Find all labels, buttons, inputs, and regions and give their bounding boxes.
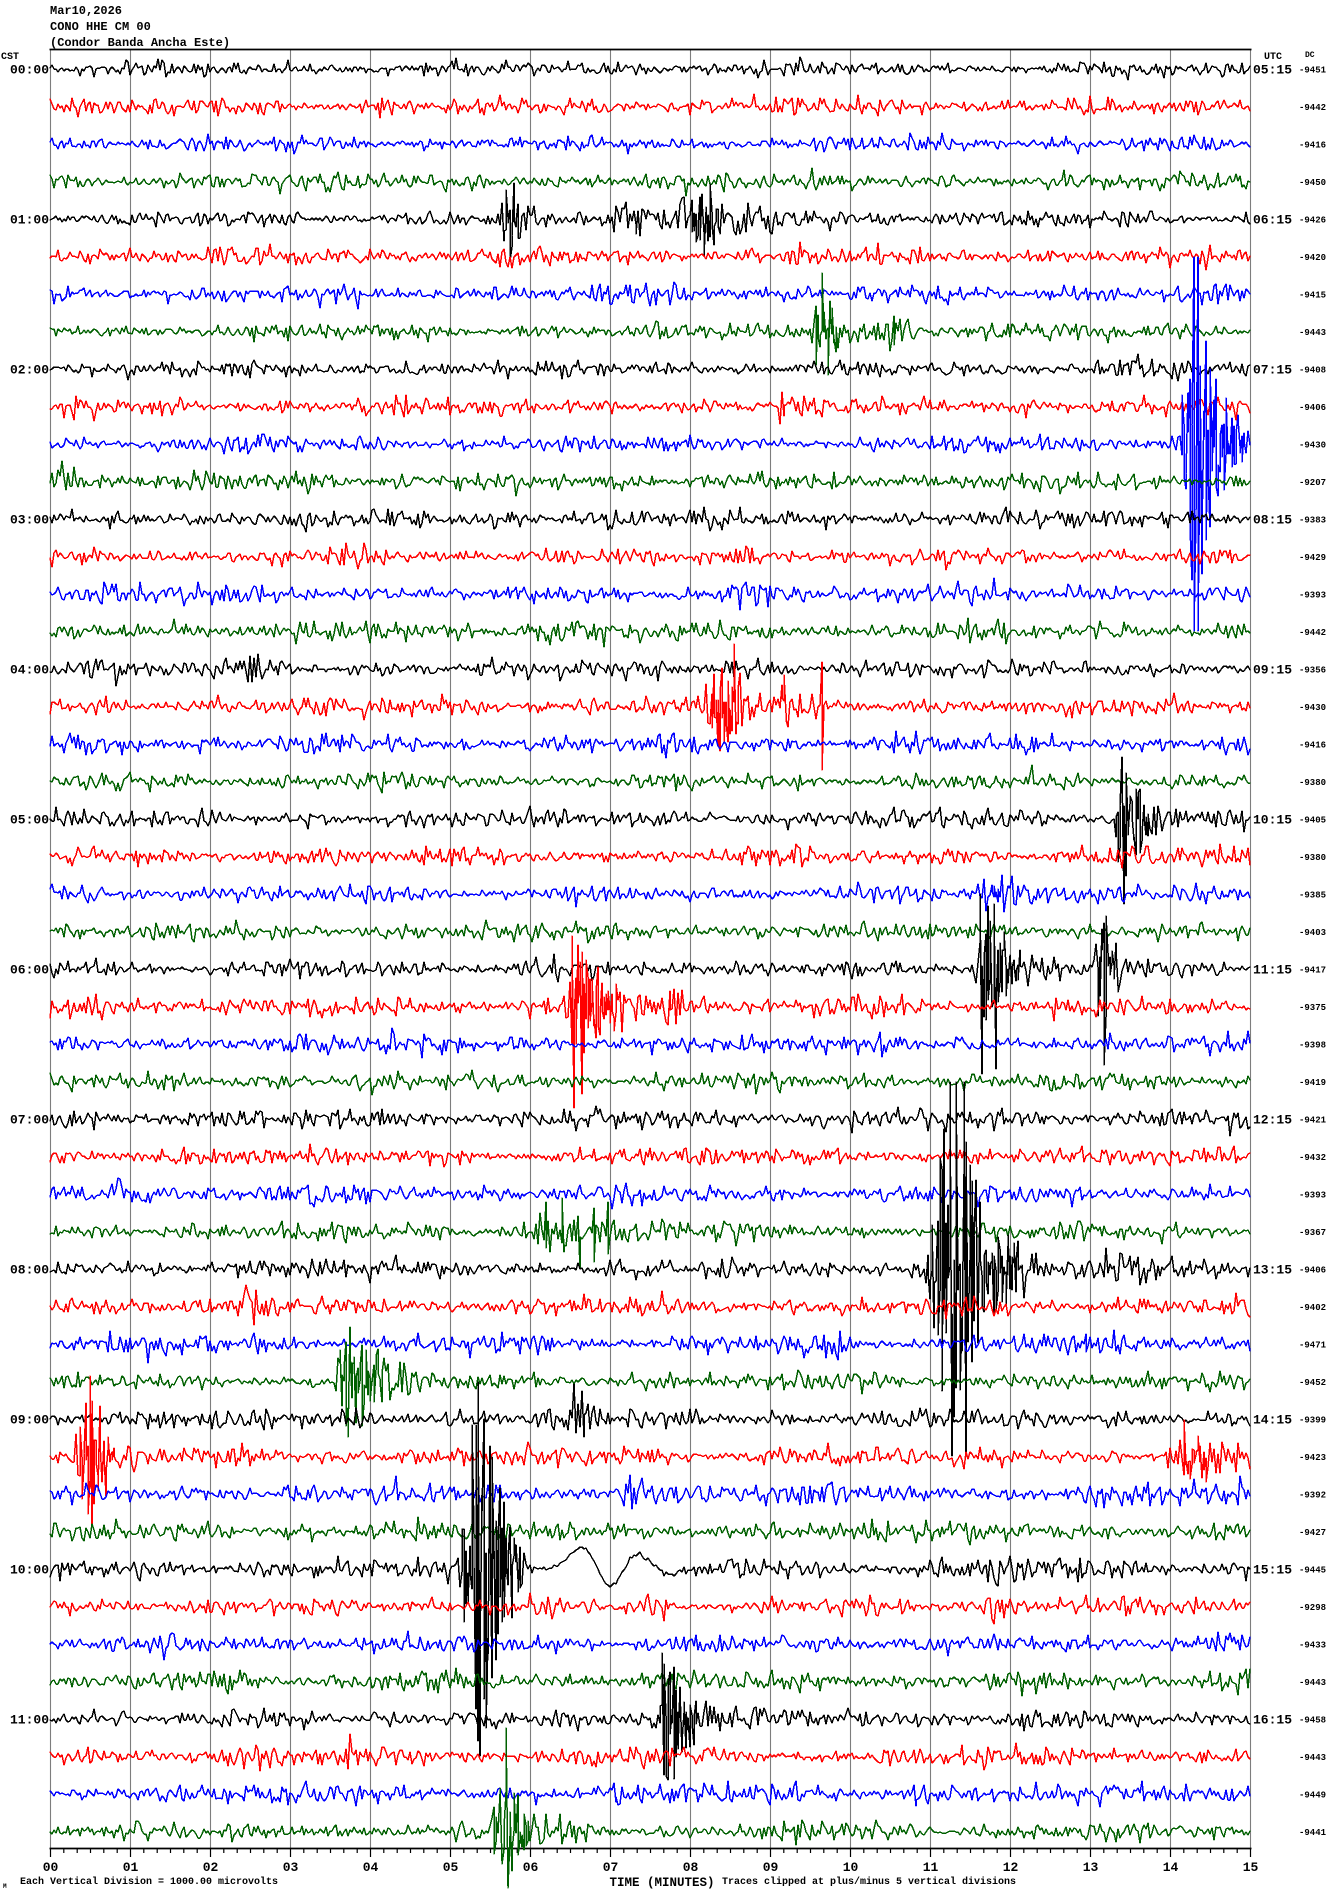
svg-text:06:00: 06:00	[10, 963, 49, 978]
svg-text:13:15: 13:15	[1253, 1263, 1292, 1278]
svg-text:TIME (MINUTES): TIME (MINUTES)	[609, 1876, 714, 1890]
svg-text:05:00: 05:00	[10, 813, 49, 828]
svg-text:09: 09	[763, 1860, 779, 1875]
svg-text:-9429: -9429	[1299, 553, 1326, 563]
svg-text:06:15: 06:15	[1253, 213, 1292, 228]
svg-text:-9405: -9405	[1299, 816, 1326, 826]
svg-text:-9430: -9430	[1299, 441, 1326, 451]
svg-text:-9383: -9383	[1299, 516, 1326, 526]
svg-text:-9430: -9430	[1299, 703, 1326, 713]
svg-text:08:15: 08:15	[1253, 513, 1292, 528]
svg-text:12: 12	[1003, 1860, 1019, 1875]
svg-text:-9402: -9402	[1299, 1303, 1326, 1313]
svg-text:14:15: 14:15	[1253, 1413, 1292, 1428]
svg-text:02: 02	[203, 1860, 219, 1875]
svg-text:14: 14	[1163, 1860, 1179, 1875]
svg-text:03: 03	[283, 1860, 299, 1875]
svg-text:13: 13	[1083, 1860, 1099, 1875]
svg-text:-9406: -9406	[1299, 403, 1326, 413]
svg-text:-9398: -9398	[1299, 1041, 1326, 1051]
svg-text:-9423: -9423	[1299, 1453, 1326, 1463]
svg-text:10: 10	[843, 1860, 859, 1875]
svg-text:-9432: -9432	[1299, 1153, 1326, 1163]
svg-text:10:00: 10:00	[10, 1563, 49, 1578]
svg-text:15:15: 15:15	[1253, 1563, 1292, 1578]
svg-text:-9441: -9441	[1299, 1828, 1327, 1838]
svg-text:03:00: 03:00	[10, 513, 49, 528]
svg-text:-9443: -9443	[1299, 1678, 1326, 1688]
svg-text:CST: CST	[1, 52, 19, 63]
svg-text:07: 07	[603, 1860, 619, 1875]
svg-text:-9406: -9406	[1299, 1266, 1326, 1276]
svg-text:-9375: -9375	[1299, 1003, 1326, 1013]
svg-text:-9356: -9356	[1299, 666, 1326, 676]
svg-text:05: 05	[443, 1860, 459, 1875]
svg-text:-9421: -9421	[1299, 1116, 1327, 1126]
svg-text:-9450: -9450	[1299, 178, 1326, 188]
svg-text:Traces clipped at plus/minus 5: Traces clipped at plus/minus 5 vertical …	[722, 1876, 1016, 1888]
svg-text:-9420: -9420	[1299, 253, 1326, 263]
svg-text:09:15: 09:15	[1253, 663, 1292, 678]
svg-text:-9408: -9408	[1299, 366, 1326, 376]
svg-text:-9392: -9392	[1299, 1491, 1326, 1501]
svg-text:01:00: 01:00	[10, 213, 49, 228]
svg-text:-9449: -9449	[1299, 1791, 1326, 1801]
svg-text:04: 04	[363, 1860, 379, 1875]
svg-text:-9367: -9367	[1299, 1228, 1326, 1238]
svg-text:11: 11	[923, 1860, 939, 1875]
svg-text:10:15: 10:15	[1253, 813, 1292, 828]
svg-text:-9442: -9442	[1299, 628, 1326, 638]
svg-text:04:00: 04:00	[10, 663, 49, 678]
svg-text:12:15: 12:15	[1253, 1113, 1292, 1128]
svg-text:07:15: 07:15	[1253, 363, 1292, 378]
svg-text:06: 06	[523, 1860, 539, 1875]
svg-text:-9471: -9471	[1299, 1341, 1327, 1351]
svg-text:Each Vertical Division = 1000.: Each Vertical Division = 1000.00 microvo…	[20, 1876, 278, 1888]
svg-text:-9403: -9403	[1299, 928, 1326, 938]
svg-text:-9458: -9458	[1299, 1716, 1326, 1726]
svg-text:-9380: -9380	[1299, 778, 1326, 788]
svg-text:11:15: 11:15	[1253, 963, 1292, 978]
svg-text:09:00: 09:00	[10, 1413, 49, 1428]
svg-text:-9426: -9426	[1299, 216, 1326, 226]
svg-text:-9393: -9393	[1299, 591, 1326, 601]
svg-text:(Condor Banda Ancha Este): (Condor Banda Ancha Este)	[50, 36, 230, 50]
svg-text:Mar10,2026: Mar10,2026	[50, 4, 122, 18]
svg-text:-9415: -9415	[1299, 291, 1326, 301]
svg-text:07:00: 07:00	[10, 1113, 49, 1128]
svg-text:DC: DC	[1305, 51, 1315, 60]
svg-text:-9417: -9417	[1299, 966, 1326, 976]
svg-text:11:00: 11:00	[10, 1713, 49, 1728]
svg-text:00:00: 00:00	[10, 63, 49, 78]
svg-text:-9416: -9416	[1299, 741, 1326, 751]
svg-text:-9419: -9419	[1299, 1078, 1326, 1088]
svg-text:00: 00	[43, 1860, 59, 1875]
svg-text:-9380: -9380	[1299, 853, 1326, 863]
svg-text:-9443: -9443	[1299, 1753, 1326, 1763]
svg-text:05:15: 05:15	[1253, 63, 1292, 78]
svg-text:-9298: -9298	[1299, 1603, 1326, 1613]
svg-text:-9385: -9385	[1299, 891, 1326, 901]
svg-text:-9416: -9416	[1299, 141, 1326, 151]
svg-text:15: 15	[1243, 1860, 1259, 1875]
svg-text:16:15: 16:15	[1253, 1713, 1292, 1728]
svg-text:08: 08	[683, 1860, 699, 1875]
svg-text:-9443: -9443	[1299, 328, 1326, 338]
svg-text:UTC: UTC	[1264, 52, 1282, 63]
svg-text:-9427: -9427	[1299, 1528, 1326, 1538]
svg-text:02:00: 02:00	[10, 363, 49, 378]
svg-text:M: M	[3, 1883, 7, 1890]
svg-text:01: 01	[123, 1860, 139, 1875]
svg-text:-9452: -9452	[1299, 1378, 1326, 1388]
svg-text:-9433: -9433	[1299, 1641, 1326, 1651]
svg-text:-9451: -9451	[1299, 66, 1327, 76]
svg-text:-9207: -9207	[1299, 478, 1326, 488]
svg-text:-9393: -9393	[1299, 1191, 1326, 1201]
svg-text:08:00: 08:00	[10, 1263, 49, 1278]
svg-text:-9442: -9442	[1299, 103, 1326, 113]
svg-text:CONO HHE CM 00: CONO HHE CM 00	[50, 20, 151, 34]
svg-text:-9399: -9399	[1299, 1416, 1326, 1426]
svg-text:-9445: -9445	[1299, 1566, 1326, 1576]
